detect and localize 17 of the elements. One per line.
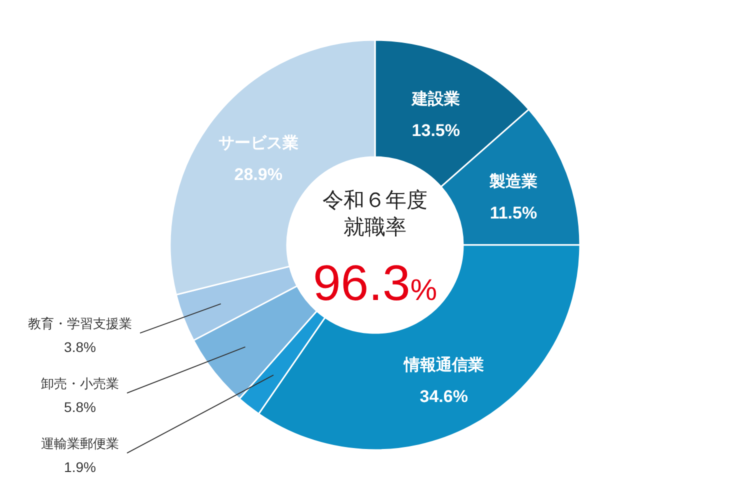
text: 就職率 — [344, 216, 406, 239]
data-label: 5.8% — [64, 399, 96, 416]
data-label: 11.5% — [490, 204, 538, 223]
slice-label: 建設業 — [410, 90, 460, 108]
data-label: 1.9% — [64, 459, 96, 476]
data-label: 34.6% — [420, 387, 468, 406]
text: 96.3% — [312, 255, 438, 311]
data-label: 3.8% — [64, 339, 96, 356]
slice-label: サービス業 — [218, 134, 298, 152]
slice-label: 卸売・小売業 — [41, 376, 119, 392]
slice-label: 教育・学習支援業 — [28, 316, 132, 332]
slice-label: 運輸業郵便業 — [41, 436, 119, 452]
data-label: 13.5% — [412, 121, 460, 140]
data-label: 28.9% — [234, 164, 282, 184]
slice-label: 情報通信業 — [402, 356, 484, 374]
slice-label: 製造業 — [488, 172, 538, 191]
text: 令和６年度 — [322, 189, 428, 212]
